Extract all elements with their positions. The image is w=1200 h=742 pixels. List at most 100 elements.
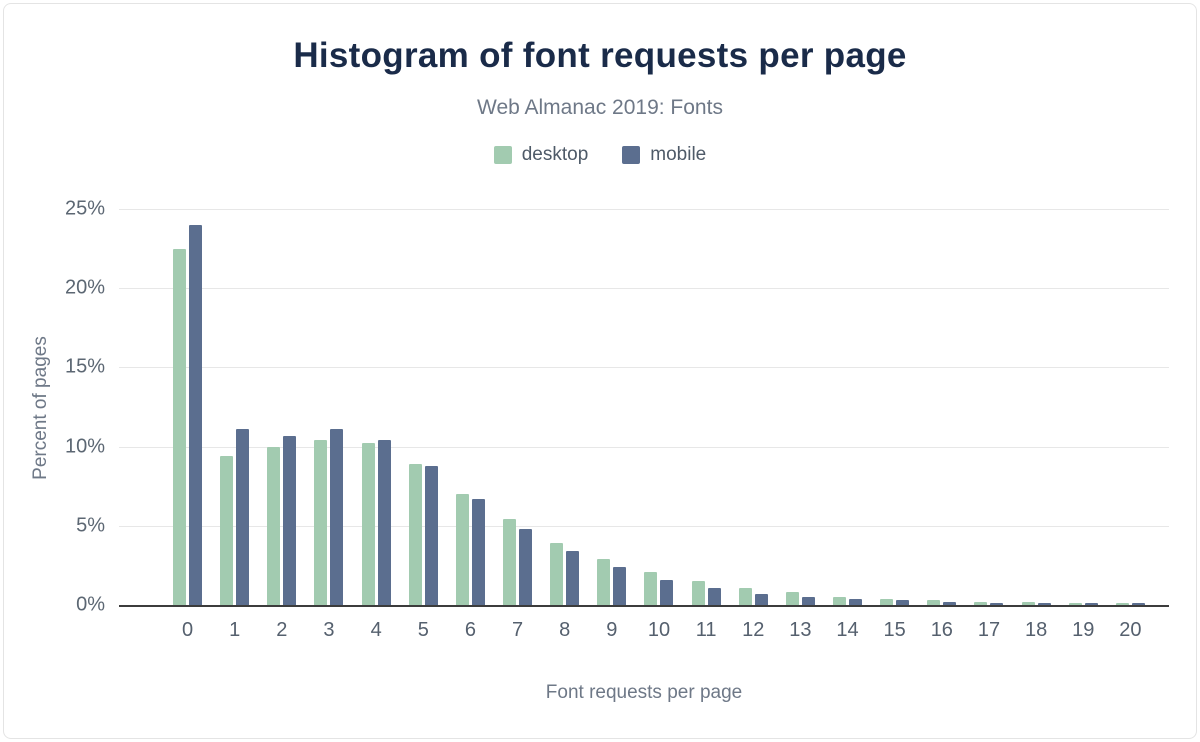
bar-desktop[interactable] bbox=[597, 559, 611, 605]
chart-subtitle: Web Almanac 2019: Fonts bbox=[477, 96, 723, 119]
bar-desktop[interactable] bbox=[927, 600, 941, 605]
y-tick-label: 25% bbox=[64, 197, 105, 220]
bar-group-12 bbox=[730, 209, 777, 605]
gridline bbox=[119, 209, 1169, 210]
bar-group-17 bbox=[965, 209, 1012, 605]
x-tick-label: 12 bbox=[742, 619, 765, 641]
bar-mobile[interactable] bbox=[377, 440, 391, 605]
y-tick-label: 5% bbox=[76, 514, 105, 537]
y-tick-label: 15% bbox=[64, 355, 105, 378]
bar-mobile[interactable] bbox=[519, 528, 533, 605]
bar-desktop[interactable] bbox=[785, 592, 799, 605]
bar-group-16 bbox=[918, 209, 965, 605]
bar-group-19 bbox=[1060, 209, 1107, 605]
x-tick-label: 2 bbox=[276, 619, 288, 641]
bar-desktop[interactable] bbox=[173, 248, 187, 605]
gridline bbox=[119, 446, 1169, 448]
legend-label: desktop bbox=[521, 144, 589, 165]
bar-mobile[interactable] bbox=[990, 603, 1004, 605]
bar-group-1 bbox=[211, 209, 258, 605]
bar-group-3 bbox=[305, 209, 352, 605]
bar-group-8 bbox=[541, 209, 588, 605]
bar-mobile[interactable] bbox=[330, 429, 344, 605]
bar-group-6 bbox=[447, 209, 494, 605]
chart-card: Histogram of font requests per page Web … bbox=[3, 3, 1197, 739]
x-tick-label: 15 bbox=[883, 619, 906, 641]
x-tick-label: 9 bbox=[606, 619, 618, 641]
bar-desktop[interactable] bbox=[361, 443, 375, 605]
bar-desktop[interactable] bbox=[267, 446, 281, 605]
bar-mobile[interactable] bbox=[1084, 603, 1098, 605]
x-tick-label: 5 bbox=[417, 619, 429, 641]
bar-desktop[interactable] bbox=[314, 440, 328, 605]
x-tick-label: 14 bbox=[836, 619, 859, 641]
bar-desktop[interactable] bbox=[880, 598, 894, 605]
bar-desktop[interactable] bbox=[644, 571, 658, 605]
y-tick-label: 20% bbox=[64, 276, 105, 299]
x-tick-label: 0 bbox=[182, 619, 194, 641]
bar-desktop[interactable] bbox=[220, 456, 234, 605]
bar-desktop[interactable] bbox=[408, 464, 422, 605]
x-tick-label: 1 bbox=[229, 619, 241, 641]
x-tick-label: 13 bbox=[789, 619, 812, 641]
legend-label: mobile bbox=[650, 144, 707, 165]
bar-group-10 bbox=[635, 209, 682, 605]
y-tick-label: 0% bbox=[76, 593, 105, 616]
x-tick-label: 11 bbox=[695, 619, 717, 641]
bar-mobile[interactable] bbox=[189, 224, 203, 605]
bar-mobile[interactable] bbox=[1131, 603, 1145, 605]
bar-group-15 bbox=[871, 209, 918, 605]
bar-mobile[interactable] bbox=[754, 593, 768, 605]
bar-desktop[interactable] bbox=[1115, 603, 1129, 605]
bar-mobile[interactable] bbox=[801, 597, 815, 605]
x-tick-label: 16 bbox=[930, 619, 953, 641]
x-tick-label: 10 bbox=[647, 619, 671, 641]
bar-group-0 bbox=[164, 209, 211, 605]
bar-mobile[interactable] bbox=[849, 598, 863, 605]
bar-desktop[interactable] bbox=[738, 587, 752, 605]
x-tick-label: 20 bbox=[1119, 619, 1142, 641]
bar-group-2 bbox=[258, 209, 305, 605]
gridline bbox=[119, 288, 1169, 290]
bar-desktop[interactable] bbox=[1068, 603, 1082, 605]
bar-mobile[interactable] bbox=[613, 566, 627, 605]
x-tick-label: 18 bbox=[1024, 619, 1048, 641]
x-axis-title: Font requests per page bbox=[545, 682, 743, 703]
bars bbox=[164, 209, 1154, 605]
bar-mobile[interactable] bbox=[660, 579, 674, 605]
bar-group-11 bbox=[683, 209, 730, 605]
bar-mobile[interactable] bbox=[1037, 603, 1051, 605]
bar-desktop[interactable] bbox=[550, 543, 564, 605]
bar-group-14 bbox=[824, 209, 871, 605]
bar-mobile[interactable] bbox=[283, 435, 297, 605]
bar-group-18 bbox=[1013, 209, 1060, 605]
bar-desktop[interactable] bbox=[691, 581, 705, 605]
x-tick-label: 17 bbox=[977, 619, 1001, 641]
legend-item-desktop[interactable]: desktop bbox=[493, 144, 589, 166]
chart-legend: desktop mobile bbox=[4, 144, 1196, 166]
y-axis-title: Percent of pages bbox=[30, 336, 51, 480]
bar-mobile[interactable] bbox=[424, 465, 438, 605]
bar-desktop[interactable] bbox=[1021, 601, 1035, 605]
x-tick-label: 4 bbox=[370, 619, 382, 641]
bar-group-20 bbox=[1107, 209, 1154, 605]
bar-mobile[interactable] bbox=[236, 429, 250, 605]
bar-desktop[interactable] bbox=[833, 597, 847, 605]
bar-group-4 bbox=[353, 209, 400, 605]
x-tick-label: 19 bbox=[1072, 619, 1095, 641]
bar-mobile[interactable] bbox=[896, 600, 910, 605]
x-tick-label: 7 bbox=[511, 619, 524, 641]
bar-mobile[interactable] bbox=[943, 601, 957, 605]
bar-mobile[interactable] bbox=[707, 587, 721, 605]
bar-group-5 bbox=[400, 209, 447, 605]
bar-mobile[interactable] bbox=[471, 498, 485, 605]
bar-desktop[interactable] bbox=[503, 519, 517, 605]
gridline bbox=[119, 525, 1169, 527]
bar-group-9 bbox=[588, 209, 635, 605]
bar-desktop[interactable] bbox=[455, 494, 469, 605]
bar-desktop[interactable] bbox=[974, 601, 988, 605]
x-axis-labels: 0 1 2 3 4 5 6 7 8 9 10 11 12 13 14 15 16 17 18 19 20 bbox=[164, 619, 1154, 642]
x-tick-label: 6 bbox=[464, 619, 476, 641]
legend-item-mobile[interactable]: mobile bbox=[622, 144, 706, 166]
bar-mobile[interactable] bbox=[566, 551, 580, 605]
